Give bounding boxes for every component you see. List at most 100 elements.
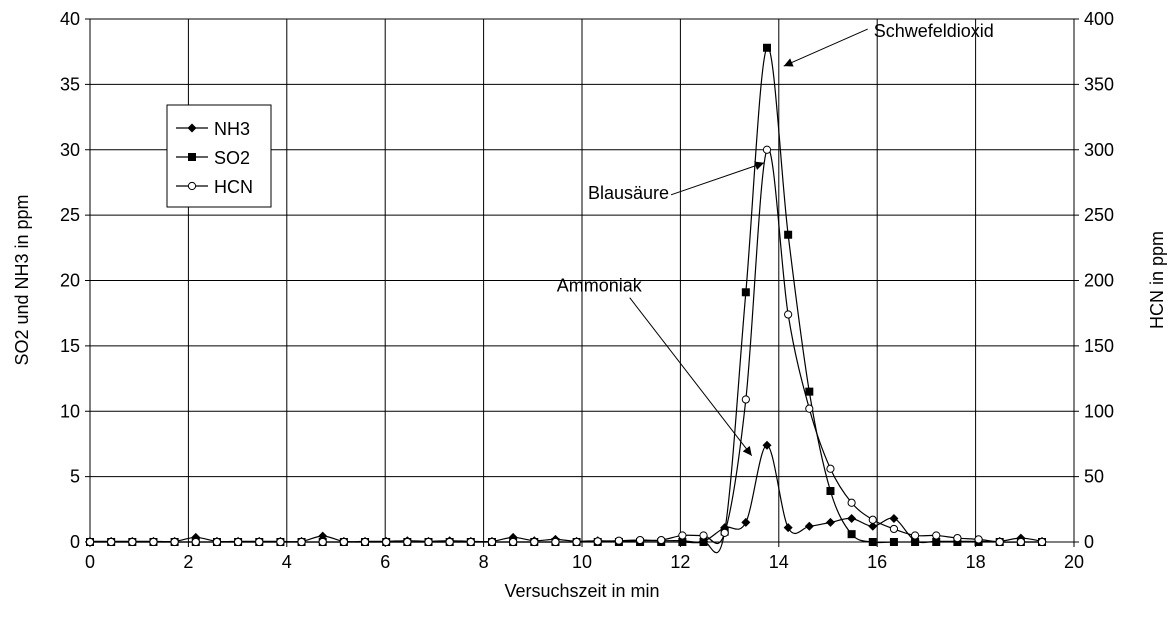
right-tick-label: 0 <box>1084 532 1094 552</box>
annotation-arrow <box>629 297 753 457</box>
annotation-label: Schwefeldioxid <box>874 21 994 41</box>
annotation-hcn: Blausäure <box>588 161 765 203</box>
data-point-hcn <box>509 537 518 547</box>
data-point-hcn <box>149 537 158 547</box>
left-axis-title: SO2 und NH3 in ppm <box>12 194 32 365</box>
data-point-hcn <box>974 535 983 544</box>
data-point-hcn <box>445 537 454 547</box>
x-tick-label: 8 <box>479 552 489 572</box>
data-point-so2 <box>932 538 941 546</box>
left-tick-label: 40 <box>60 9 80 29</box>
right-tick-label: 300 <box>1084 140 1114 160</box>
data-point-hcn <box>995 537 1004 547</box>
data-point-hcn <box>170 537 179 547</box>
data-point-hcn <box>382 537 391 547</box>
data-point-so2 <box>699 538 708 546</box>
legend-marker-hcn <box>187 181 197 191</box>
left-tick-label: 5 <box>70 467 80 487</box>
left-tick-label: 35 <box>60 74 80 94</box>
x-axis: 0 2 4 6 8 10 12 14 16 18 20 <box>85 542 1084 572</box>
x-tick-label: 12 <box>670 552 690 572</box>
legend: NH3 SO2 HCN <box>166 104 272 208</box>
annotation-layer: Schwefeldioxid Blausäure Ammoniak <box>557 21 994 457</box>
data-point-hcn <box>572 537 581 547</box>
data-point-hcn <box>805 404 814 413</box>
data-point-hcn <box>953 533 962 543</box>
data-point-hcn <box>318 537 327 547</box>
annotation-label: Ammoniak <box>557 276 643 296</box>
data-point-nh3 <box>825 517 835 527</box>
legend-label-hcn: HCN <box>214 177 253 197</box>
data-point-so2 <box>678 538 687 546</box>
x-tick-label: 0 <box>85 552 95 572</box>
data-point-so2 <box>784 230 793 239</box>
data-point-nh3 <box>783 523 793 533</box>
right-tick-label: 400 <box>1084 9 1114 29</box>
legend-marker-so2 <box>188 153 196 161</box>
data-point-nh3 <box>762 440 772 450</box>
legend-label-nh3: NH3 <box>214 119 250 139</box>
data-point-so2 <box>762 43 771 52</box>
data-point-hcn <box>847 498 856 507</box>
x-tick-label: 4 <box>282 552 292 572</box>
data-point-hcn <box>593 537 602 546</box>
data-point-hcn <box>255 537 264 547</box>
data-point-hcn <box>826 464 835 473</box>
data-point-hcn <box>530 537 539 547</box>
data-point-hcn <box>784 310 793 319</box>
legend-marker-nh3 <box>187 123 197 133</box>
x-tick-label: 14 <box>769 552 789 572</box>
data-point-hcn <box>932 531 941 540</box>
data-point-hcn <box>1016 537 1025 547</box>
data-point-hcn <box>403 537 412 547</box>
data-point-hcn <box>487 537 497 547</box>
data-point-hcn <box>657 535 666 545</box>
data-point-hcn <box>107 537 116 547</box>
right-tick-label: 100 <box>1084 401 1114 421</box>
series-layer <box>85 43 1047 554</box>
right-tick-label: 150 <box>1084 336 1114 356</box>
series-nh3 <box>85 440 1047 546</box>
data-point-hcn <box>424 537 433 547</box>
data-point-hcn <box>910 531 920 540</box>
data-point-hcn <box>85 537 95 547</box>
x-axis-title: Versuchszeit in min <box>504 581 659 601</box>
x-tick-label: 2 <box>183 552 193 572</box>
series-line-nh3 <box>90 444 1043 544</box>
x-tick-label: 10 <box>572 552 592 572</box>
data-point-hcn <box>551 537 560 547</box>
annotation-so2: Schwefeldioxid <box>783 21 994 67</box>
data-point-nh3 <box>847 513 857 523</box>
right-tick-label: 350 <box>1084 74 1114 94</box>
data-point-so2 <box>805 387 814 396</box>
left-tick-label: 25 <box>60 205 80 225</box>
x-tick-label: 6 <box>380 552 390 572</box>
data-point-hcn <box>1037 537 1047 547</box>
data-point-hcn <box>678 531 687 540</box>
data-point-hcn <box>868 515 877 524</box>
data-point-so2 <box>847 530 856 539</box>
data-point-hcn <box>191 537 200 547</box>
right-axis: 0 50 100 150 200 250 300 350 400 <box>1074 9 1114 552</box>
data-point-hcn <box>741 395 750 404</box>
data-point-hcn <box>635 535 645 545</box>
x-tick-label: 16 <box>867 552 887 572</box>
data-point-nh3 <box>741 517 751 527</box>
annotation-arrow <box>783 28 868 67</box>
data-point-hcn <box>339 537 348 547</box>
left-tick-label: 20 <box>60 271 80 291</box>
data-point-so2 <box>911 538 920 546</box>
x-tick-label: 18 <box>966 552 986 572</box>
data-point-hcn <box>699 531 708 540</box>
data-point-hcn <box>614 536 624 545</box>
right-tick-label: 250 <box>1084 205 1114 225</box>
left-tick-label: 10 <box>60 401 80 421</box>
annotation-label: Blausäure <box>588 183 669 203</box>
data-point-nh3 <box>868 521 878 531</box>
x-tick-label: 20 <box>1064 552 1084 572</box>
left-axis: 0 5 10 15 20 25 30 35 40 <box>60 9 90 552</box>
data-point-hcn <box>720 528 729 537</box>
data-point-nh3 <box>889 513 899 523</box>
right-axis-title: HCN in ppm <box>1147 231 1167 329</box>
